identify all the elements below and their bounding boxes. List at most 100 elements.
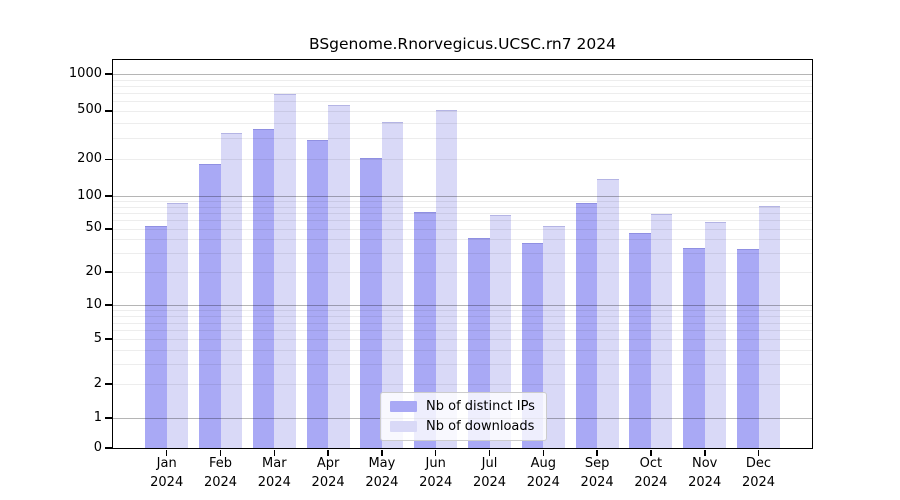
legend-swatch-distinct-ips	[390, 401, 417, 412]
y-tick-5	[104, 338, 112, 340]
x-tick-label-feb: Feb 2024	[191, 454, 251, 492]
bar-ips-dec	[737, 248, 759, 448]
x-tick-year-may: 2024	[365, 475, 399, 490]
gridline-80	[113, 206, 812, 208]
x-tick-dec	[757, 449, 760, 456]
bar-downloads-may	[381, 121, 404, 448]
bar-ips-sep	[575, 202, 598, 448]
gridline-700	[113, 92, 812, 94]
gridline-9	[113, 310, 812, 312]
x-tick-year-mar: 2024	[257, 475, 291, 490]
legend-label-distinct-ips: Nb of distinct IPs	[426, 399, 535, 414]
y-tick-20	[104, 271, 112, 273]
y-tick-label-200: 200	[77, 150, 102, 166]
gridline-8	[113, 316, 812, 317]
x-tick-may	[381, 449, 383, 456]
x-tick-year-jul: 2024	[472, 475, 507, 490]
plot-area	[113, 60, 812, 448]
x-tick-year-sep: 2024	[580, 475, 614, 490]
x-tick-year-feb: 2024	[203, 475, 238, 490]
y-tick-50	[104, 228, 112, 230]
x-tick-label-dec: Dec 2024	[729, 454, 789, 492]
x-tick-jul	[488, 449, 491, 456]
bar-ips-mar	[252, 128, 275, 448]
x-tick-year-apr: 2024	[311, 475, 345, 490]
x-tick-aug	[542, 449, 544, 456]
x-tick-oct	[650, 449, 652, 456]
legend-item-downloads: Nb of downloads	[390, 419, 535, 434]
x-tick-label-aug: Aug 2024	[513, 454, 573, 492]
gridline-3	[113, 364, 812, 366]
bar-downloads-mar	[274, 94, 296, 448]
bar-downloads-nov	[704, 221, 727, 448]
gridline-10	[113, 305, 812, 306]
x-tick-year-aug: 2024	[526, 475, 560, 490]
gridline-2	[113, 384, 812, 385]
x-tick-label-apr: Apr 2024	[298, 454, 358, 492]
x-tick-year-nov: 2024	[688, 475, 722, 490]
x-tick-nov	[704, 449, 706, 456]
bar-ips-may	[360, 158, 382, 448]
bar-ips-feb	[199, 163, 221, 448]
y-tick-1	[104, 417, 112, 419]
x-tick-jun	[434, 449, 437, 456]
x-tick-label-nov: Nov 2024	[675, 454, 735, 492]
y-tick-2	[104, 383, 112, 385]
y-tick-100	[104, 195, 112, 197]
x-tick-year-oct: 2024	[634, 475, 668, 490]
gridline-100	[113, 196, 812, 197]
legend-item-distinct-ips: Nb of distinct IPs	[390, 399, 535, 414]
gridline-50	[113, 228, 812, 230]
y-tick-label-1: 1	[93, 409, 102, 425]
gridline-400	[113, 122, 812, 124]
x-tick-label-jul: Jul 2024	[460, 454, 520, 492]
gridline-90	[113, 201, 812, 202]
y-tick-label-1000: 1000	[68, 65, 102, 81]
y-tick-1000	[104, 73, 112, 75]
gridline-600	[113, 101, 812, 103]
legend-label-downloads: Nb of downloads	[426, 419, 535, 434]
x-tick-year-jan: 2024	[150, 475, 184, 490]
bar-downloads-sep	[597, 179, 619, 448]
x-tick-label-sep: Sep 2024	[567, 454, 627, 492]
gridline-900	[113, 79, 812, 81]
y-tick-200	[104, 158, 112, 160]
x-tick-sep	[596, 449, 598, 456]
y-tick-label-100: 100	[77, 187, 102, 203]
x-tick-mar	[273, 449, 275, 456]
y-tick-label-50: 50	[85, 220, 102, 236]
y-tick-10	[104, 304, 112, 306]
x-tick-jan	[165, 449, 168, 456]
gridline-300	[113, 137, 812, 139]
y-tick-label-0: 0	[93, 439, 102, 455]
y-tick-500	[104, 110, 112, 112]
gridline-7	[113, 322, 812, 324]
gridline-40	[113, 239, 812, 241]
gridline-200	[113, 159, 812, 161]
gridline-30	[113, 253, 812, 254]
chart-title: BSgenome.Rnorvegicus.UCSC.rn7 2024	[308, 35, 616, 53]
y-tick-label-500: 500	[77, 102, 102, 118]
y-tick-label-2: 2	[93, 375, 102, 391]
x-tick-feb	[219, 449, 222, 456]
x-tick-apr	[327, 449, 329, 456]
bar-ips-nov	[683, 247, 705, 448]
bar-downloads-jul	[489, 215, 511, 448]
x-tick-label-jan: Jan 2024	[137, 454, 197, 492]
bar-downloads-apr	[328, 104, 350, 448]
gridline-4	[113, 350, 812, 351]
bar-downloads-feb	[220, 133, 242, 448]
bar-downloads-dec	[758, 205, 780, 448]
bar-downloads-jan	[166, 202, 189, 448]
y-tick-0	[104, 447, 112, 449]
gridline-1000	[113, 74, 812, 75]
y-tick-label-10: 10	[85, 296, 102, 312]
x-tick-year-dec: 2024	[741, 475, 776, 490]
gridline-20	[113, 272, 812, 274]
bar-ips-apr	[306, 140, 329, 448]
legend: Nb of distinct IPs Nb of downloads	[380, 392, 547, 441]
legend-swatch-downloads	[390, 421, 417, 432]
bar-ips-oct	[629, 232, 651, 448]
gridline-6	[113, 330, 812, 332]
